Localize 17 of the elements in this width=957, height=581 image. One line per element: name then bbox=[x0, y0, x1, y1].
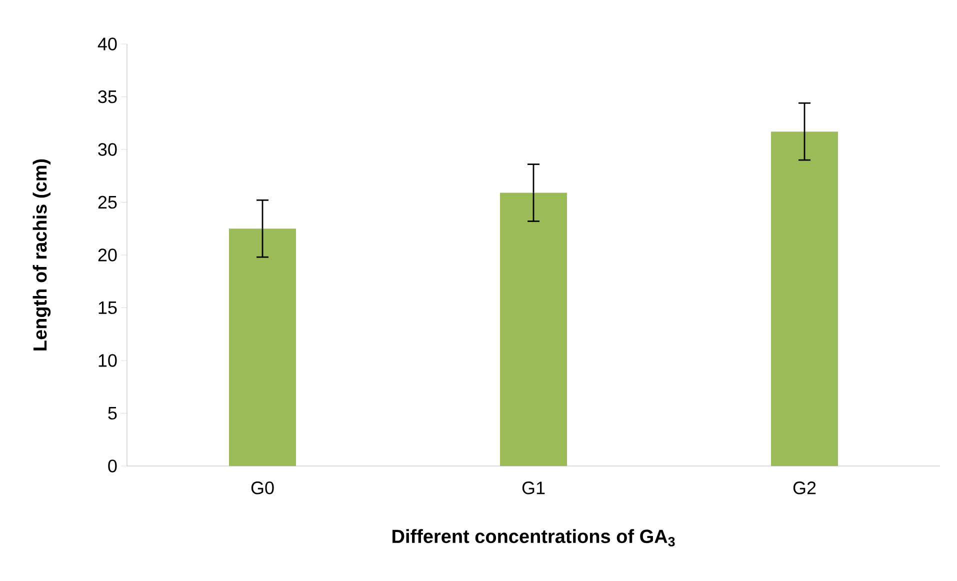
y-tick-label: 35 bbox=[98, 90, 117, 104]
y-tick-label: 5 bbox=[108, 406, 117, 420]
y-tick-label: 20 bbox=[98, 248, 117, 262]
y-tick-label: 15 bbox=[98, 301, 117, 314]
y-tick-label: 40 bbox=[98, 38, 117, 50]
y-tick-label: 25 bbox=[98, 196, 117, 209]
y-tick-label: 30 bbox=[98, 143, 117, 156]
y-tick-label: 0 bbox=[108, 460, 117, 472]
x-axis-title: Different concentrations of GA$_{3}$ bbox=[392, 529, 675, 546]
y-axis-title: Length of rachis (cm) bbox=[32, 159, 51, 350]
bar bbox=[500, 192, 568, 466]
bar bbox=[771, 132, 838, 466]
x-tick-label: G0 bbox=[251, 482, 274, 494]
y-tick-label: 10 bbox=[98, 354, 117, 367]
x-tick-label: G1 bbox=[522, 482, 545, 494]
bar bbox=[229, 228, 296, 466]
x-tick-label: G2 bbox=[793, 482, 816, 494]
